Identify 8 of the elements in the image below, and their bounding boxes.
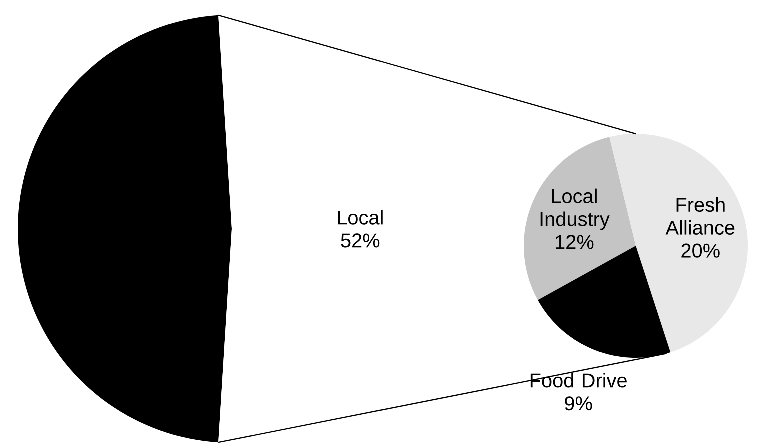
data-label: 9% [565,396,592,411]
data-label: 20% [682,244,720,258]
slice-label: Fresh Alliance [666,197,735,235]
slice-label: Local Industry [540,188,610,230]
slice-label: Local [338,210,383,225]
data-label: 52% [341,234,380,248]
slice-label: Food Drive [530,373,627,388]
data-label: 12% [556,235,594,250]
